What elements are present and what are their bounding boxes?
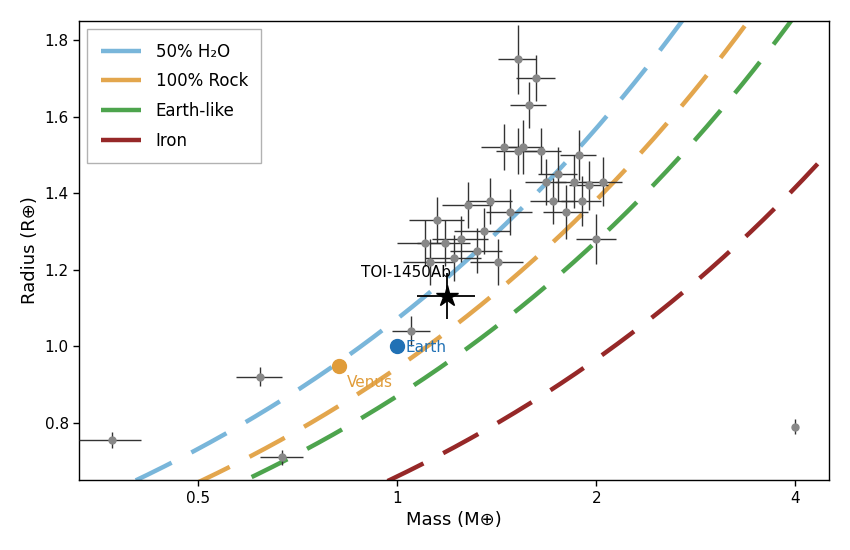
Legend: 50% H₂O, 100% Rock, Earth-like, Iron: 50% H₂O, 100% Rock, Earth-like, Iron <box>88 29 262 163</box>
Text: TOI-1450Ab: TOI-1450Ab <box>361 265 451 280</box>
X-axis label: Mass (M⊕): Mass (M⊕) <box>406 511 502 529</box>
Text: Venus: Venus <box>347 375 393 389</box>
Y-axis label: Radius (R⊕): Radius (R⊕) <box>21 196 39 305</box>
Text: Earth: Earth <box>405 340 447 355</box>
